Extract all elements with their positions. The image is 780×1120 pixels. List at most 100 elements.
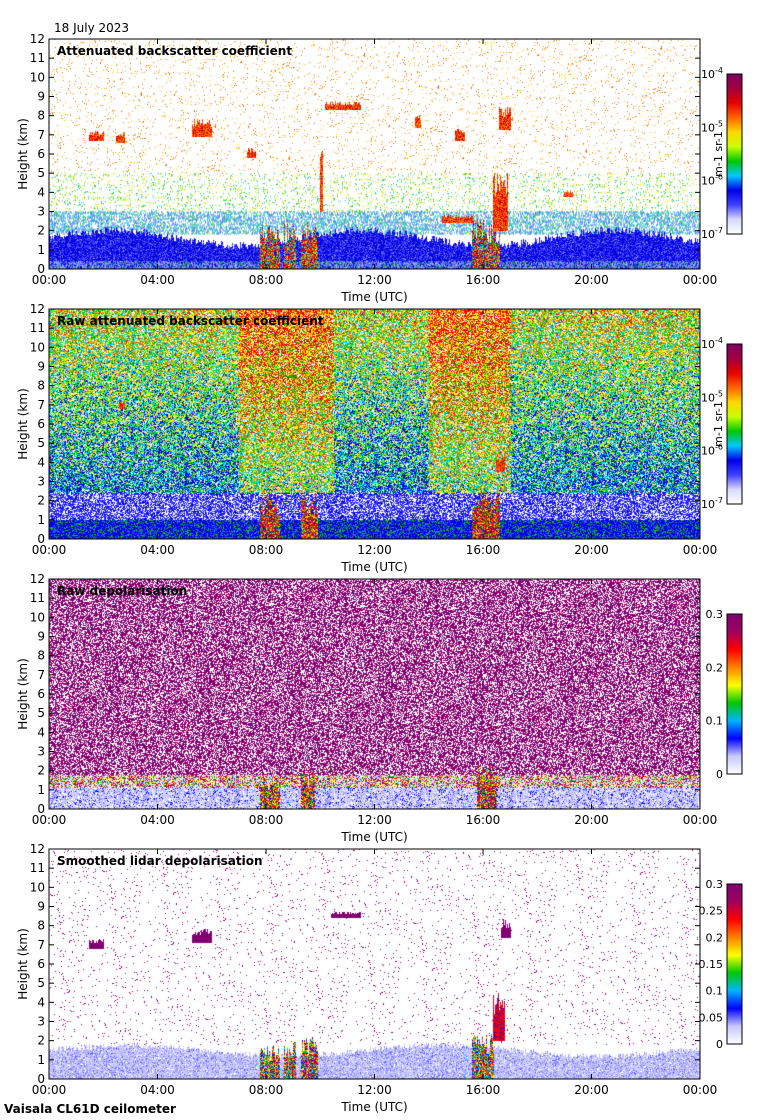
heatmap-image bbox=[49, 309, 700, 539]
y-tick-label: 7 bbox=[37, 668, 45, 682]
instrument-label: Vaisala CL61D ceilometer bbox=[4, 1102, 176, 1116]
x-tick-label: 20:00 bbox=[574, 273, 609, 287]
y-tick-label: 9 bbox=[37, 900, 45, 914]
x-tick-label: 08:00 bbox=[249, 813, 284, 827]
heatmap-image bbox=[49, 39, 700, 269]
colorbar-tick-label: 0.05 bbox=[699, 1011, 724, 1024]
y-tick-label: 2 bbox=[37, 224, 45, 238]
y-tick-label: 1 bbox=[37, 783, 45, 797]
x-tick-label: 00:00 bbox=[683, 1083, 718, 1097]
colorbar bbox=[726, 73, 743, 235]
x-axis-label: Time (UTC) bbox=[340, 1100, 407, 1114]
x-tick-label: 08:00 bbox=[249, 543, 284, 557]
colorbar-tick-label: 0.2 bbox=[706, 661, 724, 674]
colorbar bbox=[726, 613, 743, 775]
x-tick-label: 00:00 bbox=[32, 273, 67, 287]
y-tick-label: 2 bbox=[37, 494, 45, 508]
colorbar-tick-label: 0.25 bbox=[699, 905, 724, 918]
colorbar-tick-label: 10-6 bbox=[701, 443, 723, 458]
y-tick-label: 8 bbox=[37, 919, 45, 933]
y-tick-label: 12 bbox=[30, 842, 45, 856]
y-tick-label: 8 bbox=[37, 649, 45, 663]
y-tick-label: 10 bbox=[30, 880, 45, 894]
colorbar-tick-label: 0.1 bbox=[706, 985, 724, 998]
y-tick-label: 5 bbox=[37, 976, 45, 990]
y-tick-label: 5 bbox=[37, 436, 45, 450]
y-tick-label: 3 bbox=[37, 475, 45, 489]
x-tick-label: 12:00 bbox=[357, 543, 392, 557]
y-tick-label: 10 bbox=[30, 340, 45, 354]
panel-title: Raw attenuated backscatter coefficient bbox=[57, 314, 324, 328]
colorbar-tick-label: 10-4 bbox=[701, 336, 723, 351]
x-tick-label: 04:00 bbox=[140, 273, 175, 287]
colorbar-unit-label: m-1 sr-1 bbox=[712, 401, 725, 447]
y-tick-label: 6 bbox=[37, 417, 45, 431]
x-tick-label: 16:00 bbox=[466, 1083, 501, 1097]
x-tick-label: 20:00 bbox=[574, 1083, 609, 1097]
y-tick-label: 12 bbox=[30, 302, 45, 316]
y-tick-label: 2 bbox=[37, 1034, 45, 1048]
colorbar-tick-label: 10-6 bbox=[701, 173, 723, 188]
x-tick-label: 08:00 bbox=[249, 1083, 284, 1097]
x-tick-label: 04:00 bbox=[140, 1083, 175, 1097]
x-tick-label: 00:00 bbox=[32, 543, 67, 557]
x-tick-label: 12:00 bbox=[357, 273, 392, 287]
y-tick-label: 0 bbox=[37, 1072, 45, 1086]
colorbar-tick-label: 10-7 bbox=[701, 496, 723, 511]
colorbar-tick-label: 0.3 bbox=[706, 878, 724, 891]
x-tick-label: 04:00 bbox=[140, 813, 175, 827]
y-tick-label: 11 bbox=[30, 591, 45, 605]
x-tick-label: 12:00 bbox=[357, 813, 392, 827]
x-tick-label: 16:00 bbox=[466, 543, 501, 557]
x-tick-label: 04:00 bbox=[140, 543, 175, 557]
heatmap-image bbox=[49, 579, 700, 809]
y-tick-label: 8 bbox=[37, 379, 45, 393]
panel-title: Attenuated backscatter coefficient bbox=[57, 44, 292, 58]
y-tick-label: 11 bbox=[30, 861, 45, 875]
colorbar-tick-label: 0 bbox=[716, 768, 723, 781]
date-label: 18 July 2023 bbox=[54, 21, 129, 35]
y-tick-label: 5 bbox=[37, 166, 45, 180]
y-axis-label: Height (km) bbox=[16, 388, 30, 459]
y-tick-label: 9 bbox=[37, 90, 45, 104]
y-tick-label: 11 bbox=[30, 321, 45, 335]
x-tick-label: 00:00 bbox=[32, 813, 67, 827]
y-tick-label: 6 bbox=[37, 147, 45, 161]
y-tick-label: 11 bbox=[30, 51, 45, 65]
y-tick-label: 2 bbox=[37, 764, 45, 778]
colorbar-tick-label: 10-4 bbox=[701, 66, 723, 81]
x-tick-label: 08:00 bbox=[249, 273, 284, 287]
colorbar-tick-label: 10-5 bbox=[701, 389, 723, 404]
heatmap-image bbox=[49, 849, 700, 1079]
y-tick-label: 10 bbox=[30, 70, 45, 84]
y-tick-label: 10 bbox=[30, 610, 45, 624]
x-tick-label: 12:00 bbox=[357, 1083, 392, 1097]
colorbar-tick-label: 10-7 bbox=[701, 226, 723, 241]
y-tick-label: 4 bbox=[37, 455, 45, 469]
colorbar-unit-label: m-1 sr-1 bbox=[712, 131, 725, 177]
y-axis-label: Height (km) bbox=[16, 928, 30, 999]
y-tick-label: 4 bbox=[37, 995, 45, 1009]
y-tick-label: 6 bbox=[37, 687, 45, 701]
colorbar-tick-label: 0.2 bbox=[706, 931, 724, 944]
y-tick-label: 9 bbox=[37, 630, 45, 644]
y-tick-label: 0 bbox=[37, 262, 45, 276]
y-tick-label: 3 bbox=[37, 745, 45, 759]
panel-title: Smoothed lidar depolarisation bbox=[57, 854, 263, 868]
y-axis-label: Height (km) bbox=[16, 118, 30, 189]
y-tick-label: 9 bbox=[37, 360, 45, 374]
x-tick-label: 16:00 bbox=[466, 813, 501, 827]
y-axis-label: Height (km) bbox=[16, 658, 30, 729]
panel-title: Raw depolarisation bbox=[57, 584, 187, 598]
y-tick-label: 3 bbox=[37, 205, 45, 219]
y-tick-label: 12 bbox=[30, 572, 45, 586]
y-tick-label: 1 bbox=[37, 1053, 45, 1067]
x-tick-label: 00:00 bbox=[683, 273, 718, 287]
x-tick-label: 16:00 bbox=[466, 273, 501, 287]
x-axis-label: Time (UTC) bbox=[340, 560, 407, 574]
y-tick-label: 7 bbox=[37, 128, 45, 142]
